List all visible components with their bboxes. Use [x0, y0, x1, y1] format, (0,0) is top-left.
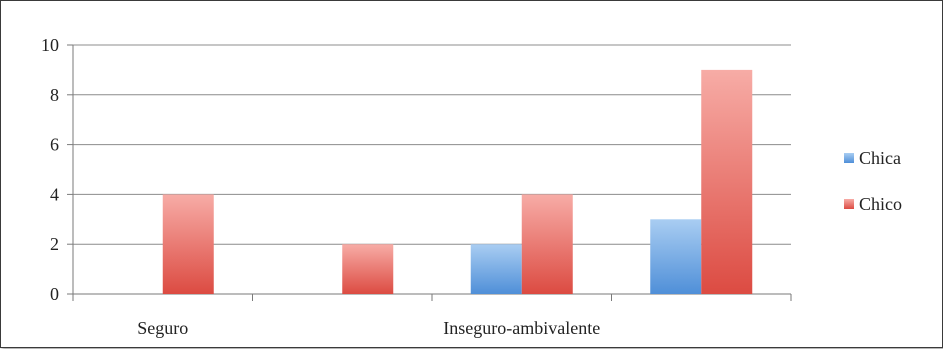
bar-chico	[162, 194, 214, 294]
bars	[162, 69, 753, 295]
legend-swatch-chico	[844, 199, 854, 209]
y-tick-label: 10	[41, 35, 59, 55]
legend-swatch-chica	[844, 153, 854, 163]
legend-label-chica: Chica	[859, 148, 901, 168]
bar-chico	[701, 69, 753, 295]
axes	[67, 44, 792, 301]
bar-chica	[650, 219, 702, 294]
bar-chico	[521, 194, 573, 294]
tick-labels: 0 2 4 6 8 10 Seguro Inseguro-ambivalente	[41, 35, 600, 338]
bar-chica	[470, 244, 522, 294]
legend-label-chico: Chico	[859, 194, 902, 214]
y-tick-label: 2	[50, 234, 59, 254]
y-tick-label: 4	[50, 184, 59, 204]
y-tick-label: 6	[50, 135, 59, 155]
x-tick-label: Inseguro-ambivalente	[443, 318, 600, 338]
y-tick-label: 8	[50, 85, 59, 105]
y-tick-label: 0	[50, 284, 59, 304]
legend: Chica Chico	[844, 148, 902, 214]
x-tick-label: Seguro	[137, 318, 188, 338]
bar-chico	[342, 244, 394, 294]
